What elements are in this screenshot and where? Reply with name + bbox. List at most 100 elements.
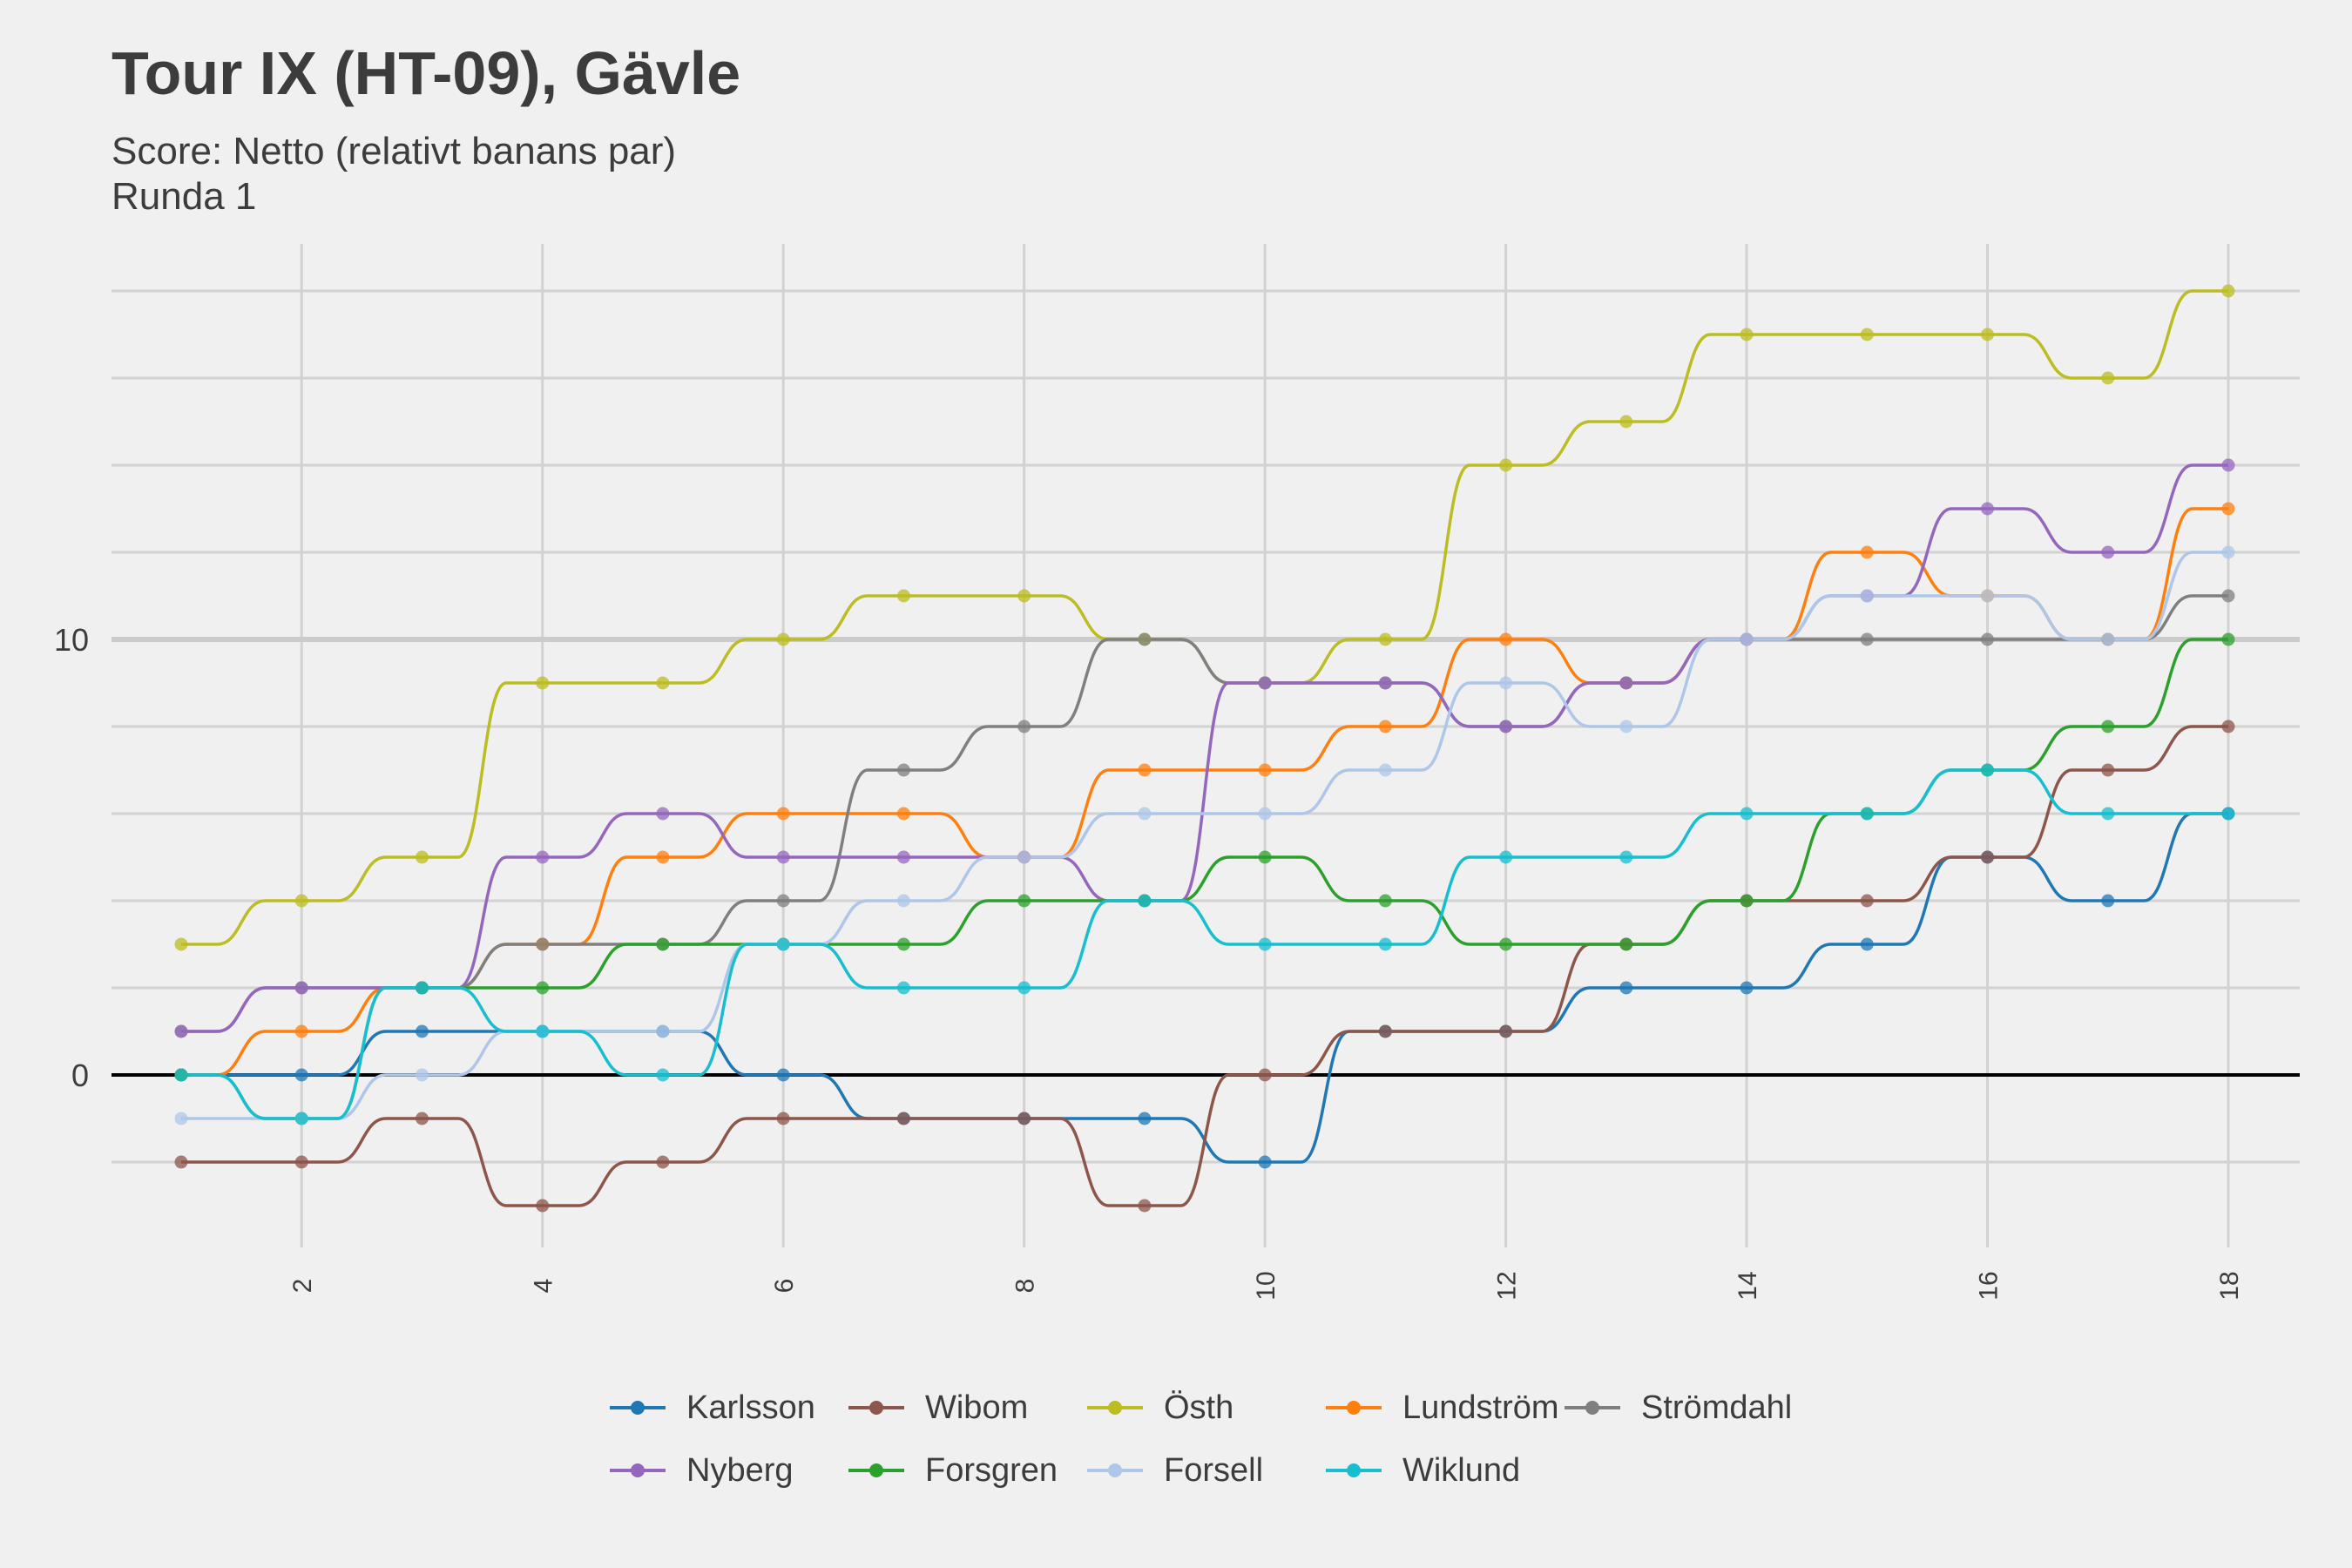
data-point-karlsson [2101, 894, 2115, 908]
data-point-wibom [896, 1112, 910, 1125]
data-point-stromdahl [1138, 632, 1152, 646]
legend-key-icon [610, 1460, 666, 1481]
data-point-osth [2101, 371, 2115, 385]
x-tick-label: 8 [1011, 1279, 1040, 1294]
data-point-stromdahl [536, 937, 550, 951]
data-point-nyberg [536, 850, 550, 864]
data-point-forsgren [896, 937, 910, 951]
data-point-wibom [1258, 1068, 1272, 1082]
data-point-lundstrom [1499, 632, 1513, 646]
legend-label: Forsell [1164, 1451, 1264, 1489]
legend-label: Strömdahl [1641, 1389, 1793, 1426]
data-point-nyberg [776, 850, 790, 864]
data-point-wibom [1138, 1199, 1152, 1213]
x-tick-label: 14 [1734, 1271, 1762, 1300]
chart-subtitle: Score: Netto (relativt banans par) Runda… [112, 130, 677, 218]
legend-item-karlsson[interactable]: Karlsson [610, 1389, 848, 1427]
data-point-osth [1378, 632, 1392, 646]
data-point-wibom [415, 1112, 429, 1125]
legend-item-nyberg[interactable]: Nyberg [610, 1452, 848, 1490]
data-point-stromdahl [1860, 632, 1874, 646]
data-point-forsgren [2221, 632, 2235, 646]
x-tick-label: 4 [530, 1279, 558, 1294]
series-line-stromdahl [181, 594, 2228, 1033]
data-point-karlsson [1619, 981, 1633, 995]
data-point-osth [776, 632, 790, 646]
legend-key-icon [848, 1397, 904, 1418]
data-point-stromdahl [1017, 720, 1031, 733]
data-point-wiklund [656, 1068, 670, 1082]
data-point-nyberg [2101, 545, 2115, 559]
data-points [174, 284, 2235, 1213]
legend-item-forsell[interactable]: Forsell [1087, 1452, 1326, 1490]
legend-label: Forsgren [925, 1451, 1058, 1489]
x-tick-label: 6 [770, 1279, 799, 1294]
legend-key-icon [1087, 1397, 1143, 1418]
legend-label: Östh [1164, 1389, 1234, 1426]
data-point-forsell [2101, 632, 2115, 646]
data-point-wibom [1981, 850, 1995, 864]
data-point-forsell [1619, 720, 1633, 733]
data-point-stromdahl [896, 763, 910, 777]
series-line-wiklund [181, 768, 2228, 1120]
data-point-osth [174, 937, 188, 951]
data-point-stromdahl [776, 894, 790, 908]
legend-item-wiklund[interactable]: Wiklund [1326, 1452, 1565, 1490]
data-point-forsell [656, 1024, 670, 1038]
data-point-forsgren [1378, 894, 1392, 908]
data-point-osth [1981, 328, 1995, 341]
x-tick-label: 2 [288, 1279, 317, 1294]
data-point-wiklund [776, 937, 790, 951]
data-point-wibom [776, 1112, 790, 1125]
data-point-forsell [1860, 589, 1874, 603]
data-point-osth [656, 676, 670, 690]
data-point-osth [1740, 328, 1754, 341]
data-point-wiklund [1017, 981, 1031, 995]
x-tick-label: 18 [2215, 1271, 2244, 1300]
data-point-lundstrom [1138, 763, 1152, 777]
data-point-wiklund [1981, 763, 1995, 777]
data-point-stromdahl [1981, 632, 1995, 646]
data-point-karlsson [415, 1024, 429, 1038]
legend: Karlsson Wibom Östh Lundström Strömdahl … [610, 1376, 1829, 1502]
legend-row: Karlsson Wibom Östh Lundström Strömdahl [610, 1376, 1829, 1439]
legend-item-osth[interactable]: Östh [1087, 1389, 1326, 1427]
data-point-osth [1017, 589, 1031, 603]
legend-item-lundstrom[interactable]: Lundström [1326, 1389, 1565, 1427]
data-point-osth [415, 850, 429, 864]
data-point-wibom [2101, 763, 2115, 777]
data-point-karlsson [1860, 937, 1874, 951]
data-point-forsell [1740, 632, 1754, 646]
x-tick-label: 16 [1975, 1271, 2004, 1300]
data-point-wiklund [1619, 850, 1633, 864]
data-point-wiklund [1499, 850, 1513, 864]
legend-item-wibom[interactable]: Wibom [848, 1389, 1087, 1427]
data-point-wiklund [1138, 894, 1152, 908]
data-point-nyberg [174, 1024, 188, 1038]
data-point-wibom [1860, 894, 1874, 908]
data-point-lundstrom [2221, 502, 2235, 516]
data-point-lundstrom [294, 1024, 308, 1038]
data-point-osth [536, 676, 550, 690]
data-point-lundstrom [776, 807, 790, 821]
legend-key-icon [1326, 1397, 1382, 1418]
legend-item-forsgren[interactable]: Forsgren [848, 1452, 1087, 1490]
y-tick-label: 0 [71, 1058, 89, 1093]
data-point-forsgren [1258, 850, 1272, 864]
data-point-nyberg [1981, 502, 1995, 516]
data-point-wiklund [1740, 807, 1754, 821]
data-point-forsell [1138, 807, 1152, 821]
data-point-wibom [1017, 1112, 1031, 1125]
legend-item-stromdahl[interactable]: Strömdahl [1565, 1389, 1803, 1427]
data-point-nyberg [896, 850, 910, 864]
legend-key-icon [848, 1460, 904, 1481]
data-point-karlsson [776, 1068, 790, 1082]
data-point-wiklund [294, 1112, 308, 1125]
x-tick-label: 10 [1252, 1271, 1281, 1300]
data-point-forsgren [1740, 894, 1754, 908]
data-point-osth [1860, 328, 1874, 341]
data-point-lundstrom [1258, 763, 1272, 777]
legend-key-icon [1565, 1397, 1620, 1418]
data-point-wiklund [174, 1068, 188, 1082]
legend-label: Karlsson [686, 1389, 815, 1426]
